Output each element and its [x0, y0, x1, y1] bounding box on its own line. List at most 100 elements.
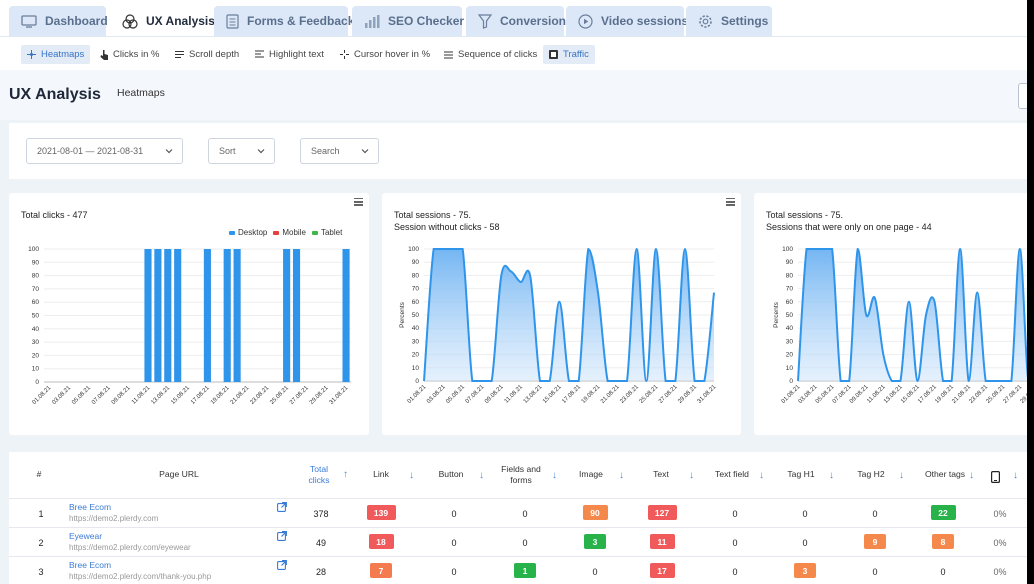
y-tick-label: 40	[786, 325, 794, 332]
chart-menu-icon[interactable]	[354, 198, 363, 206]
subtab-traffic[interactable]: Traffic	[543, 45, 595, 64]
sort-arrow-down-icon[interactable]: ↓	[829, 470, 834, 481]
col-header-text[interactable]: Text	[653, 469, 669, 480]
col-header-fields-forms[interactable]: Fields and forms	[501, 463, 541, 485]
legend-item-mobile[interactable]: Mobile	[273, 228, 306, 237]
circles-icon	[122, 13, 138, 29]
legend-item-tablet[interactable]: Tablet	[311, 228, 342, 237]
y-tick-label: 90	[32, 259, 40, 266]
y-tick-label: 20	[32, 352, 40, 359]
legend-item-desktop[interactable]: Desktop	[229, 228, 267, 237]
y-tick-label: 30	[786, 338, 794, 345]
subtab-clicks-percent[interactable]: Clicks in %	[94, 45, 165, 64]
main-tabs: Dashboard UX Analysis Forms & Feedback S…	[0, 0, 1034, 36]
traffic-icon	[549, 50, 558, 59]
y-tick-label: 20	[786, 352, 794, 359]
tab-conversion[interactable]: Conversion	[466, 6, 566, 36]
count-badge: 3	[794, 563, 816, 578]
sort-select[interactable]: Sort	[208, 138, 275, 164]
y-axis-label: Percents	[773, 301, 780, 327]
table-row[interactable]: 1 Bree Ecom https://demo2.plerdy.com 378 139…	[9, 498, 1034, 527]
subtab-heatmaps[interactable]: Heatmaps	[21, 45, 91, 64]
count-badge: 18	[368, 534, 394, 549]
subtab-label: Sequence of clicks	[458, 49, 538, 60]
x-tick-label: 11.08.21	[504, 384, 525, 405]
page-name-link[interactable]: Bree Ecom	[69, 502, 112, 512]
sort-arrow-down-icon[interactable]: ↓	[552, 470, 557, 481]
count-badge: 139	[366, 505, 396, 520]
col-header-link[interactable]: Link	[373, 469, 389, 480]
sort-arrow-down-icon[interactable]: ↓	[689, 470, 694, 481]
page-name-link[interactable]: Bree Ecom	[69, 560, 112, 570]
legend-label: Mobile	[282, 228, 306, 237]
external-link-icon[interactable]	[277, 560, 287, 570]
col-header-button[interactable]: Button	[438, 469, 464, 480]
total-clicks-value: 378	[313, 509, 329, 519]
subtab-scroll-depth[interactable]: Scroll depth	[169, 45, 245, 64]
external-link-icon[interactable]	[277, 531, 287, 541]
total-clicks-chart-card: Total clicks - 477 Desktop Mobile Tablet…	[9, 193, 369, 435]
sort-arrow-down-icon[interactable]: ↓	[899, 470, 904, 481]
chart-menu-icon[interactable]	[726, 198, 735, 206]
filters-bar: 2021-08-01 — 2021-08-31 Sort Search	[9, 123, 1034, 179]
tab-ux-analysis[interactable]: UX Analysis	[110, 6, 215, 36]
subtab-highlight-text[interactable]: Highlight text	[249, 45, 330, 64]
sessions-one-page-card: Total sessions - 75. Sessions that were …	[754, 193, 1034, 435]
row-number: 2	[38, 538, 44, 548]
x-tick-label: 15.08.21	[542, 384, 563, 405]
page-name-link[interactable]: Eyewear	[69, 531, 103, 541]
table-row[interactable]: 2 Eyewear https://demo2.plerdy.com/eyewear…	[9, 527, 1034, 556]
y-tick-label: 60	[412, 299, 420, 306]
search-select[interactable]: Search	[300, 138, 379, 164]
y-tick-label: 10	[32, 366, 40, 373]
tab-dashboard[interactable]: Dashboard	[9, 6, 108, 36]
y-tick-label: 100	[28, 246, 39, 253]
col-header-image[interactable]: Image	[579, 469, 603, 480]
sort-arrow-down-icon[interactable]: ↓	[479, 470, 484, 481]
sort-arrow-down-icon[interactable]: ↓	[759, 470, 764, 481]
tab-settings[interactable]: Settings	[686, 6, 772, 36]
scrollbar[interactable]	[1027, 0, 1034, 584]
date-range-select[interactable]: 2021-08-01 — 2021-08-31	[26, 138, 183, 164]
count-value: 0	[451, 538, 457, 548]
sort-arrow-down-icon[interactable]: ↓	[619, 470, 624, 481]
series-line	[423, 247, 715, 383]
sort-arrow-down-icon[interactable]: ↓	[969, 470, 974, 481]
external-link-icon[interactable]	[277, 502, 287, 512]
tab-forms-feedback[interactable]: Forms & Feedback	[214, 6, 354, 36]
count-badge: 127	[647, 505, 677, 520]
col-header-other-tags[interactable]: Other tags	[924, 469, 966, 480]
sub-tabs: Heatmaps Clicks in % Scroll depth Highli…	[0, 36, 1034, 70]
tab-label: Dashboard	[45, 14, 108, 28]
subtab-label: Highlight text	[269, 49, 324, 60]
y-tick-label: 50	[32, 313, 40, 320]
subtab-sequence-clicks[interactable]: Sequence of clicks	[438, 45, 543, 64]
seo-chart-icon	[365, 14, 380, 28]
count-badge: 1	[514, 563, 536, 578]
tab-video-sessions[interactable]: Video sessions	[566, 6, 688, 36]
x-tick-label: 19.08.21	[581, 384, 602, 405]
sort-arrow-up-icon[interactable]: ↑	[343, 469, 348, 480]
x-tick-label: 15.08.21	[170, 385, 191, 406]
x-tick-label: 01.08.21	[32, 385, 53, 406]
tab-seo-checker[interactable]: SEO Checker	[352, 6, 464, 36]
subtab-cursor-hover[interactable]: Cursor hover in %	[334, 45, 436, 64]
play-icon	[578, 13, 593, 29]
x-tick-label: 31.08.21	[697, 384, 718, 405]
col-header-total-clicks[interactable]: Total clicks	[308, 463, 330, 485]
y-tick-label: 90	[412, 259, 420, 266]
page-title: UX Analysis	[9, 86, 101, 103]
sort-arrow-down-icon[interactable]: ↓	[409, 470, 414, 481]
col-header-text-field[interactable]: Text field	[715, 469, 749, 480]
col-header-tag-h2[interactable]: Tag H2	[857, 469, 885, 480]
bar	[174, 249, 182, 382]
tab-label: Video sessions	[601, 14, 689, 28]
y-tick-label: 100	[782, 246, 793, 253]
subtab-label: Traffic	[563, 49, 589, 60]
sort-arrow-down-icon[interactable]: ↓	[1013, 470, 1018, 481]
table-row[interactable]: 3 Bree Ecom https://demo2.plerdy.com/thank…	[9, 556, 1034, 584]
col-header-tag-h1[interactable]: Tag H1	[787, 469, 815, 480]
x-tick-label: 23.08.21	[249, 385, 270, 406]
row-number: 1	[38, 509, 44, 519]
chart-subtitle: Session without clicks - 58	[394, 222, 500, 232]
